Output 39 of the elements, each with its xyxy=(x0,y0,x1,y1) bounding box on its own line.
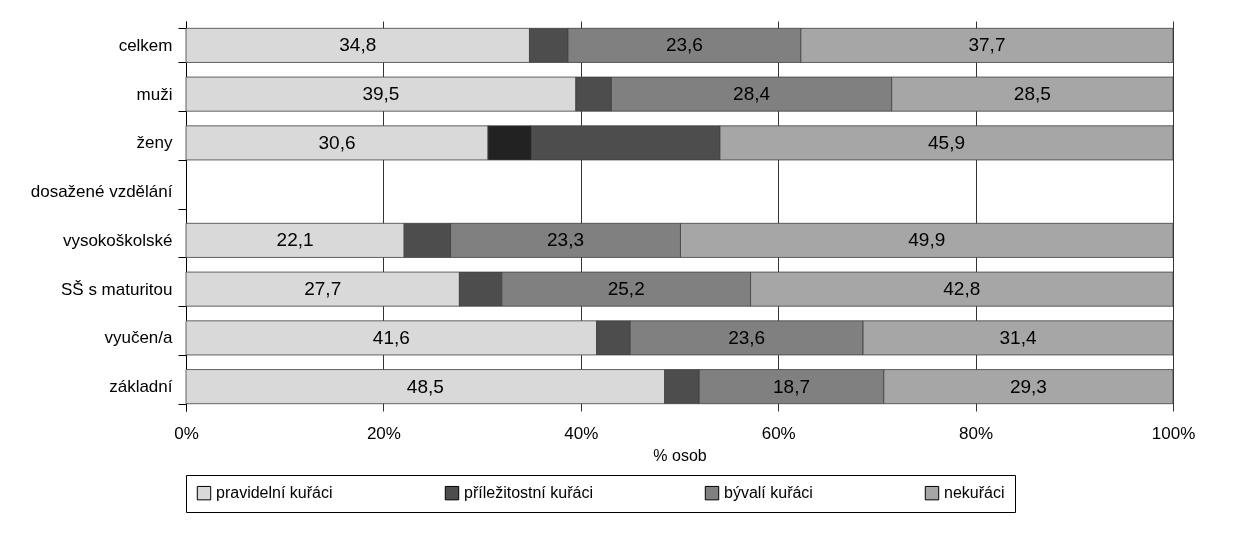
data-label: 23,6 xyxy=(665,34,703,56)
x-tick-label: 20% xyxy=(366,423,401,443)
x-tick-label: 0% xyxy=(174,423,199,443)
legend-label: bývalí kuřáci xyxy=(724,484,813,502)
legend-label: pravidelní kuřáci xyxy=(216,484,333,502)
data-label: 41,6 xyxy=(372,326,410,348)
data-label: 48,5 xyxy=(406,375,444,397)
data-label: 42,8 xyxy=(943,278,981,300)
data-label: 39,5 xyxy=(362,83,400,105)
data-label: 27,7 xyxy=(304,278,342,300)
y-tick-label: celkem xyxy=(118,35,173,55)
legend-label: nekuřáci xyxy=(944,484,1005,502)
y-tick-label: základní xyxy=(109,377,173,397)
legend-label: příležitostní kuřáci xyxy=(464,484,593,502)
x-tick-label: 60% xyxy=(761,423,796,443)
data-label: 18,7 xyxy=(773,375,811,397)
data-label: 31,4 xyxy=(999,326,1037,348)
x-axis-title: % osob xyxy=(653,446,707,464)
data-label: 45,9 xyxy=(927,131,965,153)
data-label: 28,4 xyxy=(733,83,771,105)
y-tick-label: dosažené vzdělání xyxy=(30,182,173,202)
y-tick-label: vysokoškolské xyxy=(62,230,173,250)
x-tick-label: 100% xyxy=(1151,423,1196,443)
data-label: 28,5 xyxy=(1013,83,1051,105)
y-tick-label: SŠ s maturitou xyxy=(61,279,173,299)
data-label: 23,3 xyxy=(547,229,584,251)
data-label: 34,8 xyxy=(339,34,377,56)
y-tick-label: ženy xyxy=(136,133,173,153)
x-tick-label: 80% xyxy=(959,423,994,443)
data-label: 22,1 xyxy=(276,229,314,251)
x-tick-label: 40% xyxy=(564,423,599,443)
data-label: 37,7 xyxy=(968,34,1006,56)
data-label: 30,6 xyxy=(318,131,356,153)
data-label: 25,2 xyxy=(607,278,645,300)
data-label: 49,9 xyxy=(908,229,946,251)
y-tick-label: vyučen/a xyxy=(104,328,174,348)
y-tick-label: muži xyxy=(136,84,173,104)
data-label: 23,6 xyxy=(728,326,766,348)
data-label: 29,3 xyxy=(1009,375,1047,397)
